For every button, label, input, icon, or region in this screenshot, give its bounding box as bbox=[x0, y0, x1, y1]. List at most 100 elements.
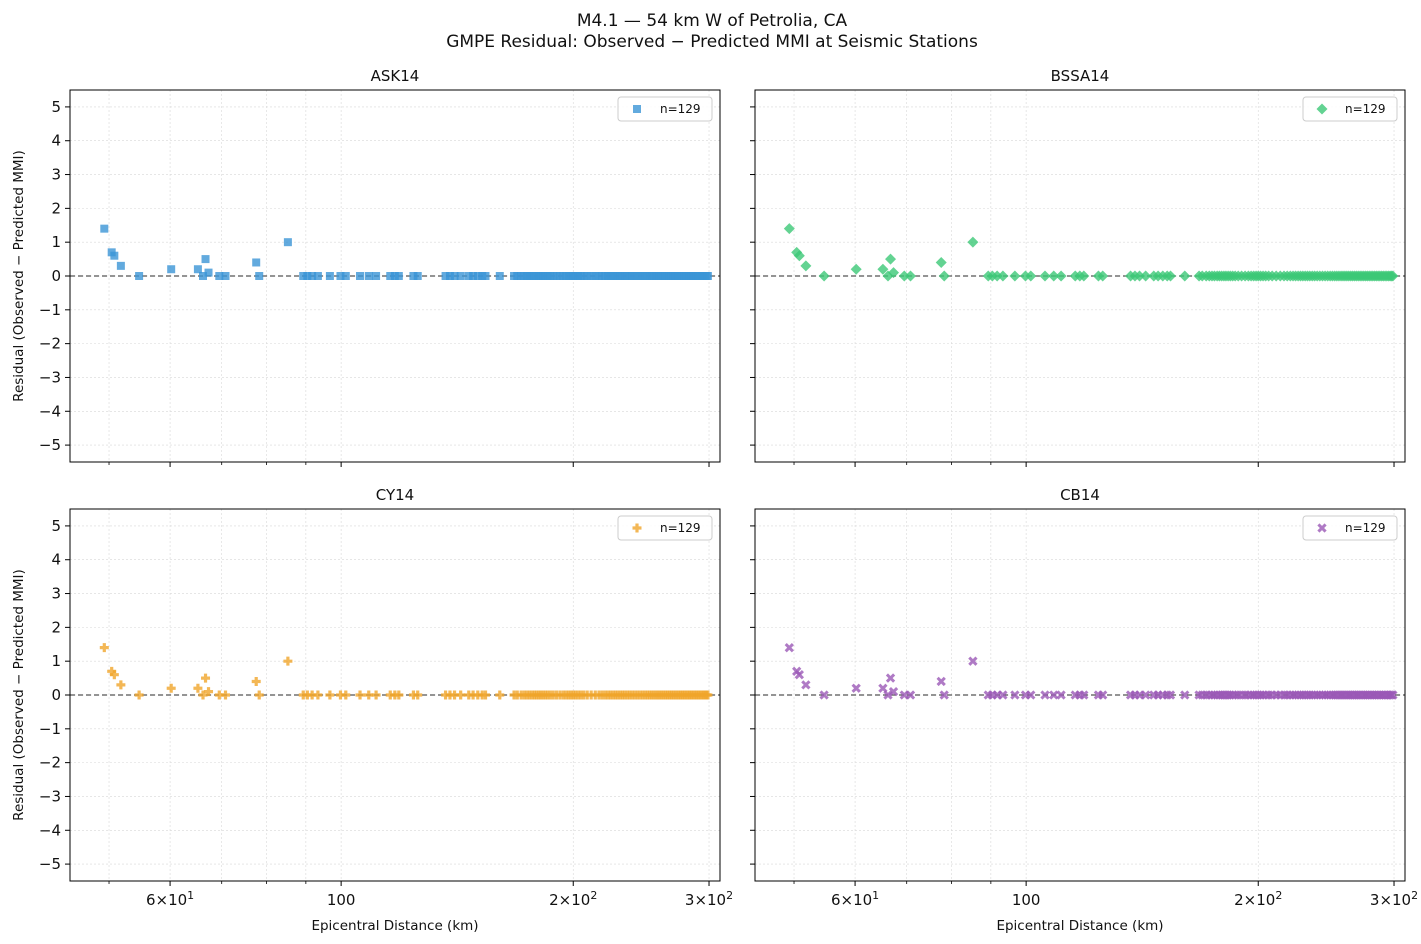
legend-label: n=129 bbox=[1345, 102, 1386, 116]
x-tick-label: 6×101 bbox=[146, 889, 194, 909]
data-point bbox=[313, 690, 323, 700]
data-point bbox=[1009, 270, 1021, 282]
legend: n=129 bbox=[617, 96, 713, 122]
legend-label: n=129 bbox=[1345, 521, 1386, 535]
figure-subtitle: GMPE Residual: Observed − Predicted MMI … bbox=[446, 32, 978, 52]
x-tick-label: 6×101 bbox=[831, 889, 879, 909]
data-point bbox=[885, 253, 897, 265]
data-point bbox=[1079, 690, 1089, 700]
data-point bbox=[110, 251, 119, 260]
data-point bbox=[1134, 270, 1146, 282]
data-point bbox=[100, 224, 109, 233]
data-point bbox=[1040, 690, 1050, 700]
x-tick-label: 2×102 bbox=[1234, 889, 1282, 909]
y-tick-label: 5 bbox=[51, 517, 61, 535]
data-point bbox=[325, 690, 335, 700]
figure-title: M4.1 — 54 km W of Petrolia, CA bbox=[577, 11, 848, 31]
data-point bbox=[308, 272, 317, 280]
data-point bbox=[703, 272, 712, 280]
y-tick-label: 5 bbox=[51, 98, 61, 116]
data-point bbox=[307, 690, 317, 700]
x-axis-label: Epicentral Distance (km) bbox=[996, 918, 1163, 934]
data-point bbox=[193, 265, 202, 274]
data-point bbox=[1140, 270, 1152, 282]
data-point bbox=[888, 686, 899, 697]
data-point bbox=[193, 683, 203, 693]
data-point bbox=[356, 272, 365, 280]
data-point bbox=[1055, 270, 1067, 282]
data-point bbox=[1078, 270, 1090, 282]
data-point bbox=[1010, 690, 1020, 700]
data-point bbox=[1388, 690, 1398, 700]
legend: n=129 bbox=[617, 515, 713, 541]
data-point bbox=[1049, 690, 1059, 700]
data-point bbox=[251, 676, 261, 686]
data-point bbox=[134, 690, 144, 700]
data-point bbox=[302, 690, 312, 700]
legend: n=129 bbox=[1302, 96, 1398, 122]
panel-cb14: CB14 6×101 100 2×102 3×102 Epicentral Distanc… bbox=[750, 486, 1418, 934]
data-point bbox=[1179, 270, 1191, 282]
y-tick-label: 4 bbox=[51, 551, 61, 569]
data-point bbox=[201, 673, 211, 683]
data-point bbox=[784, 642, 794, 653]
data-point bbox=[968, 656, 978, 666]
legend-box bbox=[617, 515, 713, 541]
data-point bbox=[450, 272, 459, 280]
y-tick-label: −5 bbox=[39, 855, 61, 873]
data-point bbox=[371, 690, 381, 700]
y-axis-label: Residual (Observed − Predicted MMI) bbox=[11, 569, 27, 821]
data-point bbox=[473, 272, 482, 280]
data-point bbox=[967, 236, 979, 248]
data-point bbox=[336, 272, 345, 280]
y-axis-label: Residual (Observed − Predicted MMI) bbox=[11, 150, 27, 402]
data-point bbox=[998, 690, 1008, 700]
y-tick-label: −2 bbox=[39, 754, 61, 772]
data-point bbox=[1098, 690, 1108, 700]
y-tick-label: −5 bbox=[39, 436, 61, 454]
data-point bbox=[464, 272, 473, 280]
data-point bbox=[364, 690, 374, 700]
y-tick-label: −1 bbox=[39, 301, 61, 319]
data-point bbox=[456, 272, 465, 280]
data-point bbox=[1141, 690, 1151, 700]
data-point bbox=[495, 690, 505, 700]
panel-title: CY14 bbox=[376, 486, 414, 504]
data-point bbox=[283, 238, 292, 247]
data-point bbox=[587, 272, 596, 280]
data-point bbox=[468, 690, 478, 700]
panels: ASK14 5 4 3 2 1 0 −1 −2 −3 −4 −5 Residual (Observed … bbox=[11, 67, 1418, 934]
data-point bbox=[445, 272, 454, 280]
y-tick-label: 0 bbox=[51, 686, 61, 704]
x-tick-label: 3×102 bbox=[1370, 889, 1418, 909]
data-point bbox=[936, 676, 946, 687]
data-point bbox=[456, 690, 466, 700]
grid bbox=[755, 509, 1405, 881]
legend-box bbox=[1302, 515, 1398, 541]
data-point bbox=[135, 272, 144, 280]
legend-marker bbox=[1317, 523, 1327, 533]
y-tick-label: −1 bbox=[39, 720, 61, 738]
panel-ask14: ASK14 5 4 3 2 1 0 −1 −2 −3 −4 −5 Residual (Observed … bbox=[11, 67, 721, 467]
y-tick-label: 3 bbox=[51, 166, 61, 184]
data-point bbox=[905, 690, 916, 700]
grid bbox=[755, 90, 1405, 462]
data-point bbox=[214, 690, 224, 700]
data-point bbox=[938, 270, 950, 282]
data-point bbox=[819, 690, 829, 700]
data-point bbox=[1165, 690, 1176, 700]
data-point bbox=[888, 267, 900, 279]
data-point bbox=[341, 690, 351, 700]
data-point bbox=[1048, 270, 1060, 282]
marker-group bbox=[783, 223, 1399, 282]
data-point bbox=[355, 690, 365, 700]
data-point bbox=[221, 272, 230, 280]
data-point bbox=[385, 690, 395, 700]
data-point bbox=[199, 272, 208, 280]
data-point bbox=[481, 690, 491, 700]
data-point bbox=[1180, 690, 1190, 700]
data-point bbox=[341, 272, 350, 280]
data-point bbox=[991, 270, 1003, 282]
panel-title: BSSA14 bbox=[1051, 67, 1110, 85]
